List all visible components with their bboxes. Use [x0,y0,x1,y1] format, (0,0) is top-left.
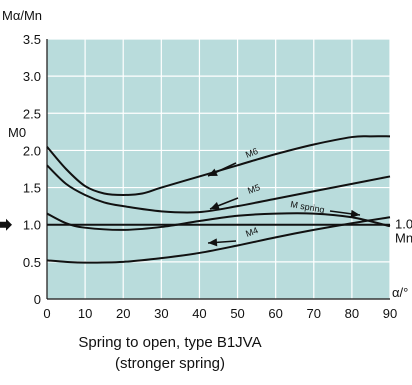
x-tick-label: 0 [43,306,50,321]
arrowhead-icon [208,168,218,176]
axes [0,39,390,300]
x-tick-label: 70 [307,306,321,321]
x-tick-label: 10 [78,306,92,321]
series-line-m5 [46,164,391,214]
curve-label-m6: M6 [244,146,259,160]
mn-label: Mn [395,231,412,246]
arrowhead-icon [350,209,360,218]
caption-line-1: Spring to open, type B1JVA [78,334,262,351]
tick-labels: 0 10 20 30 40 50 60 70 80 90 0 0.5 1.0 1.5 2.0 2.5 3.0 3.… [23,32,397,321]
y-tick-label: 0.5 [23,255,41,270]
y-tick-label: 2.5 [23,106,41,121]
x-tick-label: 60 [268,306,282,321]
plot-area [47,39,390,299]
x-tick-label: 40 [192,306,206,321]
x-tick-label: 50 [230,306,244,321]
y-tick-label: 1.0 [23,218,41,233]
x-axis-label: α/° [392,285,408,300]
curve-label-m5: M5 [246,182,261,196]
x-tick-label: 80 [345,306,359,321]
x-tick-label: 30 [154,306,168,321]
y-tick-label: 3.5 [23,32,41,47]
y-tick-label: 1.5 [23,181,41,196]
x-tick-label: 20 [116,306,130,321]
arrowhead-icon [210,201,220,210]
mn-value-label: 1.0 [395,217,412,232]
x-tick-label: 90 [383,306,397,321]
series-line-m-spring [46,212,391,231]
chart: 0 10 20 30 40 50 60 70 80 90 0 0.5 1.0 1.5 2.0 2.5 3.0 3.… [0,8,412,321]
y-tick-label: 3.0 [23,69,41,84]
caption-line-2: (stronger spring) [114,355,226,372]
curve-label-m4: M4 [244,225,259,239]
series-lines [46,135,391,264]
y-tick-label: 0 [34,292,41,307]
y-tick-label: 2.0 [23,143,41,158]
y-axis-label: Mα/Mn [2,8,42,23]
series-line-m4 [46,216,391,264]
arrowhead-icon [208,238,218,247]
reference-arrow-icon [0,218,12,231]
series-line-m6 [46,135,391,197]
m0-label: M0 [8,125,26,140]
